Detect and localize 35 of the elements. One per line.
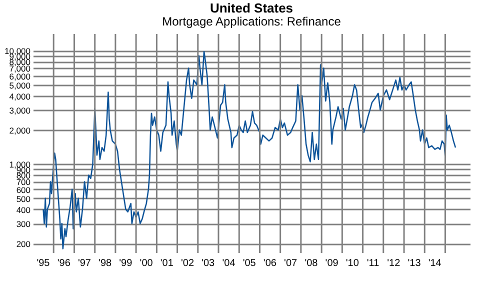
y-tick-label: 4,000 (9, 91, 31, 102)
line-series (42, 50, 456, 250)
y-tick-label: 10,000 (4, 46, 31, 56)
y-tick-label: 300 (16, 219, 31, 230)
x-tick-label: '99 (119, 258, 133, 269)
x-tick-label: '95 (36, 258, 50, 269)
x-tick-label: '08 (304, 258, 318, 269)
x-tick-label: '97 (78, 258, 92, 269)
x-tick-label: '02 (180, 258, 194, 269)
chart-subtitle: Mortgage Applications: Refinance (162, 14, 342, 28)
x-tick-label: '00 (140, 258, 154, 269)
x-tick-label: '05 (242, 258, 256, 269)
x-tick-label: '03 (202, 258, 216, 269)
x-tick-label: '13 (408, 258, 422, 269)
y-tick-label: 200 (16, 239, 31, 250)
y-tick-label: 1,000 (9, 160, 31, 170)
x-tick-label: '06 (263, 258, 277, 269)
y-tick-label: 2,000 (9, 125, 31, 136)
x-tick-label: '11 (366, 258, 380, 269)
y-tick-label: 500 (16, 194, 31, 204)
x-tick-label: '12 (387, 258, 401, 269)
x-tick-label: '09 (325, 258, 339, 269)
y-tick-label: 5,000 (9, 80, 31, 90)
y-tick-label: 6,000 (9, 71, 31, 82)
y-tick-label: 400 (16, 204, 31, 215)
x-tick-label: '04 (222, 258, 236, 269)
chart-title: United States (210, 0, 294, 16)
x-tick-label: '07 (284, 258, 298, 269)
y-tick-label: 600 (16, 184, 31, 195)
x-tick-label: '96 (57, 258, 71, 269)
x-tick-label: '10 (346, 258, 360, 269)
y-tick-label: 3,000 (9, 105, 31, 116)
x-tick-label: '14 (428, 258, 442, 269)
x-tick-label: '01 (160, 258, 174, 269)
x-tick-label: '98 (98, 258, 112, 269)
